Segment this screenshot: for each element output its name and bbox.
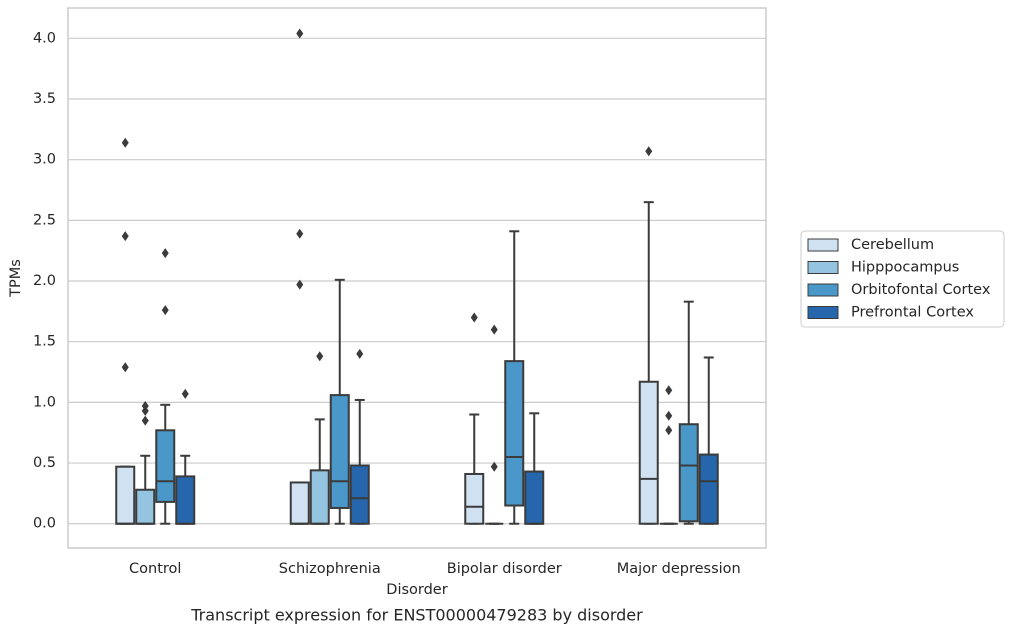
box-group (289, 28, 310, 525)
legend-label: Cerebellum (851, 237, 934, 253)
box (349, 464, 370, 525)
y-tick-label: 3.5 (33, 91, 56, 107)
legend-label: Prefrontal Cortex (851, 305, 974, 321)
box-group (329, 278, 350, 525)
box (504, 360, 525, 507)
legend-swatch (807, 261, 839, 274)
y-tick-label: 1.5 (33, 334, 56, 350)
box-group (464, 312, 485, 525)
box (678, 423, 699, 523)
x-axis-label: Disorder (386, 582, 447, 598)
y-tick-label: 1.0 (33, 394, 56, 410)
box-group (309, 351, 330, 525)
box (464, 472, 485, 525)
box (175, 475, 196, 525)
box (135, 488, 156, 525)
x-tick-label: Major depression (617, 561, 741, 577)
box (329, 394, 350, 509)
legend-swatch (807, 283, 839, 297)
box-group (698, 356, 719, 525)
box-group (524, 412, 545, 525)
outlier (665, 425, 673, 436)
y-tick-label: 4.0 (33, 30, 56, 46)
outlier (121, 231, 129, 242)
box (698, 453, 719, 525)
legend-swatch (807, 306, 839, 319)
outlier (141, 415, 149, 426)
outlier (490, 461, 498, 472)
chart-title: Transcript expression for ENST0000047928… (190, 606, 643, 625)
x-tick-label: Bipolar disorder (447, 561, 562, 577)
y-tick-label: 3.0 (33, 152, 56, 168)
box (638, 380, 659, 525)
box (115, 465, 136, 525)
box-group (175, 388, 196, 525)
y-tick-label: 2.0 (33, 273, 56, 289)
box-group (155, 248, 176, 525)
box-group (135, 401, 156, 525)
y-tick-label: 0.0 (33, 516, 56, 532)
box-group (659, 385, 678, 525)
box-group (115, 137, 136, 525)
outlier (121, 362, 129, 373)
outlier (161, 305, 169, 316)
plot-frame (67, 7, 767, 549)
box (155, 429, 176, 503)
outlier (296, 279, 304, 290)
outlier (490, 324, 498, 335)
outlier (665, 385, 673, 396)
outlier (470, 312, 478, 323)
box-group (638, 146, 659, 525)
y-tick-label: 2.5 (33, 212, 56, 228)
box (289, 481, 310, 525)
outlier (356, 348, 364, 359)
box (524, 470, 545, 525)
box-group (678, 300, 699, 525)
box-group (504, 230, 525, 525)
outlier (296, 228, 304, 239)
y-tick-label: 0.5 (33, 455, 56, 471)
outlier (316, 351, 324, 362)
box-group (485, 324, 504, 525)
x-tick-label: Control (129, 561, 181, 577)
legend-label: Orbitofontal Cortex (851, 282, 991, 298)
legend-label: Hipppocampus (851, 260, 959, 276)
outlier (665, 410, 673, 421)
y-axis-label: TPMs (8, 259, 24, 298)
legend-swatch (807, 238, 839, 252)
outlier (296, 28, 304, 39)
legend-frame (800, 230, 1005, 328)
box-group (349, 348, 370, 525)
outlier (141, 401, 149, 412)
outlier (161, 248, 169, 259)
outlier (181, 388, 189, 399)
box (309, 469, 330, 525)
x-tick-label: Schizophrenia (279, 561, 381, 577)
outlier (645, 146, 653, 157)
outlier (121, 137, 129, 148)
